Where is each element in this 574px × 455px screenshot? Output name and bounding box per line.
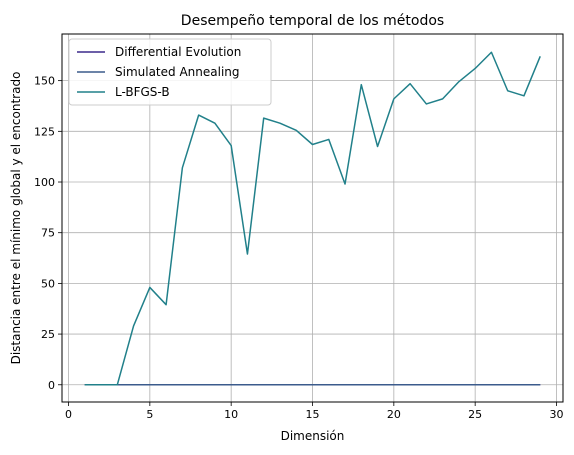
y-axis-label: Distancia entre el mínimo global y el en…: [9, 72, 23, 365]
y-axis: 0 25 50 75 100 125 150: [34, 75, 62, 392]
y-tick-label: 25: [41, 328, 55, 341]
legend-label: Simulated Annealing: [115, 65, 240, 79]
legend-label: L-BFGS-B: [115, 85, 170, 99]
x-axis: 0 5 10 15 20 25 30: [65, 402, 563, 421]
x-tick-label: 0: [65, 408, 72, 421]
chart-title: Desempeño temporal de los métodos: [181, 13, 444, 29]
series-lines: [84, 51, 541, 386]
x-tick-label: 10: [224, 408, 238, 421]
series-line-l-bfgs-b: [84, 51, 541, 386]
legend: Differential Evolution Simulated Annealin…: [68, 38, 272, 106]
x-tick-label: 15: [306, 408, 320, 421]
legend-box: [68, 38, 272, 106]
x-tick-label: 25: [468, 408, 482, 421]
y-tick-label: 150: [34, 75, 55, 88]
x-tick-label: 20: [387, 408, 401, 421]
y-tick-label: 75: [41, 227, 55, 240]
x-tick-label: 5: [146, 408, 153, 421]
legend-label: Differential Evolution: [115, 45, 241, 59]
y-tick-label: 50: [41, 277, 55, 290]
y-tick-label: 0: [48, 379, 55, 392]
x-axis-label: Dimensión: [281, 429, 345, 443]
y-tick-label: 125: [34, 125, 55, 138]
y-tick-label: 100: [34, 176, 55, 189]
x-tick-label: 30: [549, 408, 563, 421]
